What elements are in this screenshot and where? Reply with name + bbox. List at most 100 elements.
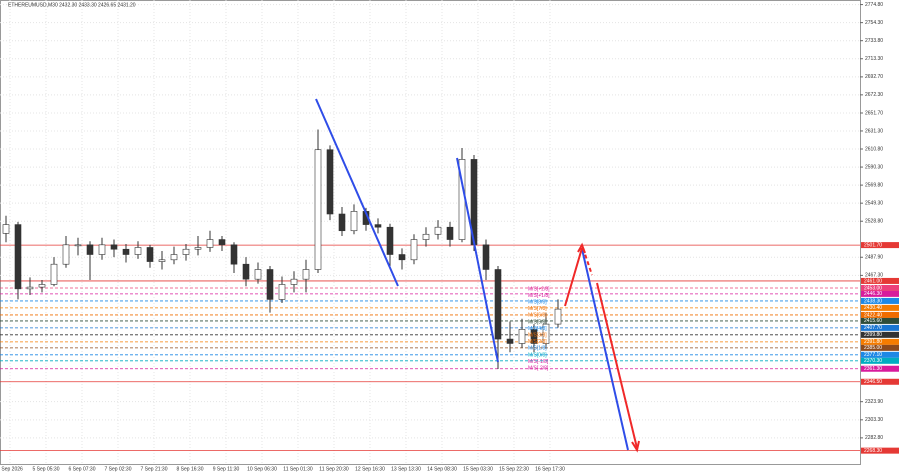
candle-body (410, 239, 418, 261)
annotations: M/S[+2/8]M/S[+1/8]M/S[8/8]M/S[7/8]M/S[6/… (528, 286, 550, 371)
x-tick-label: 16 Sep 17:30 (535, 466, 565, 472)
level-annotation: M/S[+2/8] (528, 286, 550, 292)
plot-area (0, 0, 861, 465)
candle-body (134, 247, 142, 255)
candle-body (230, 244, 238, 265)
level-tag (861, 311, 899, 318)
candle-body (194, 247, 202, 250)
level-tag-label: 2407.70 (864, 325, 882, 331)
x-tick-label: 15 Sep 03:30 (463, 466, 493, 472)
levels (0, 244, 860, 452)
level-annotation: M/S[-2/8] (528, 366, 549, 372)
candle-body (86, 244, 94, 255)
candles (2, 129, 562, 370)
level-tag (861, 304, 899, 311)
x-tick-label: 11 Sep 20:30 (319, 466, 349, 472)
candle-body (302, 269, 310, 280)
candle-body (110, 244, 118, 250)
candle-body (386, 226, 394, 255)
level-tag (861, 378, 899, 385)
drawings (315, 98, 640, 453)
y-tick-label: 2467.30 (865, 273, 883, 279)
level-tag-label: 2415.60 (864, 318, 882, 324)
level-annotation: M/S[4/8] (528, 326, 547, 332)
candle-body (350, 211, 358, 232)
level-annotation: M/S[6/8] (528, 313, 547, 319)
candle-body (422, 233, 430, 240)
level-tag-label: 2391.80 (864, 339, 882, 345)
level-tag (861, 344, 899, 351)
level-tag (861, 357, 899, 364)
candle-body (146, 247, 154, 262)
candle-body (434, 226, 442, 235)
candle-body (398, 254, 406, 261)
level-tag-label: 2361.30 (864, 366, 882, 372)
y-tick-label: 2733.80 (865, 38, 883, 44)
candle-body (278, 284, 286, 300)
level-tag-label: 2446.30 (864, 291, 882, 297)
level-tag-label: 2461.00 (864, 278, 882, 284)
y-tick-label: 2754.30 (865, 20, 883, 26)
level-tag-label: 2430.40 (864, 305, 882, 311)
candle-body (374, 224, 382, 228)
candle-body (482, 244, 490, 270)
y-tick-label: 2774.80 (865, 2, 883, 8)
y-tick-label: 2569.80 (865, 182, 883, 188)
level-annotation: M/S[+1/8] (528, 293, 550, 299)
y-tick-label: 2651.70 (865, 110, 883, 116)
candle-body (158, 259, 166, 262)
level-tag (861, 365, 899, 372)
x-tick-label: 9 Sep 11:30 (213, 466, 240, 472)
level-annotation: M/S[1/8] (528, 346, 547, 352)
y-tick-label: 2487.90 (865, 255, 883, 261)
y-tick-label: 2713.30 (865, 56, 883, 62)
level-tag (861, 277, 899, 284)
grid (0, 0, 860, 465)
level-annotation: M/S[5/8] (528, 319, 547, 325)
level-annotation: M/S[2/8] (528, 339, 547, 345)
level-tag (861, 331, 899, 338)
candle-body (338, 213, 346, 232)
y-tick-label: 2323.90 (865, 399, 883, 405)
x-tick-label: 6 Sep 07:30 (69, 466, 96, 472)
candle-body (62, 244, 70, 265)
x-tick-label: 15 Sep 22:30 (499, 466, 529, 472)
candle-body (182, 248, 190, 255)
level-annotation: M/S[8/8] (528, 300, 547, 306)
level-annotation: M/S[0/8] (528, 352, 547, 358)
level-annotation: M/S[7/8] (528, 306, 547, 312)
y-tick-label: 2610.80 (865, 146, 883, 152)
level-tag (861, 447, 899, 454)
candle-body (554, 308, 562, 325)
y-tick-label: 2549.30 (865, 201, 883, 207)
level-tag-label: 2453.00 (864, 285, 882, 291)
candle-body (326, 149, 334, 215)
level-tag-label: 2346.50 (864, 379, 882, 385)
y-tick-label: 2303.30 (865, 417, 883, 423)
level-annotation: M/S[3/8] (528, 333, 547, 339)
candle-body (14, 224, 22, 290)
candle-body (314, 149, 322, 270)
level-tag (861, 297, 899, 304)
trend-line (456, 157, 499, 363)
projection-line (582, 247, 593, 276)
x-tick-label: 12 Sep 16:30 (355, 466, 385, 472)
x-tick-label: 10 Sep 06:30 (247, 466, 277, 472)
level-tag-label: 2268.30 (864, 448, 882, 454)
candle-body (38, 284, 46, 288)
projection-line (581, 248, 629, 451)
level-tag-label: 2438.30 (864, 298, 882, 304)
x-tick-label: 4 Sep 2026 (0, 466, 23, 472)
candle-body (98, 244, 106, 255)
candle-body (170, 254, 178, 261)
level-tag (861, 242, 899, 249)
candle-body (530, 329, 538, 344)
level-tag (861, 338, 899, 345)
level-tag (861, 317, 899, 324)
x-tick-label: 13 Sep 13:30 (391, 466, 421, 472)
level-tag (861, 351, 899, 358)
level-tag-label: 2399.80 (864, 332, 882, 338)
projection-line (564, 247, 583, 307)
y-tick-label: 2692.70 (865, 74, 883, 80)
projection-line (596, 282, 638, 449)
